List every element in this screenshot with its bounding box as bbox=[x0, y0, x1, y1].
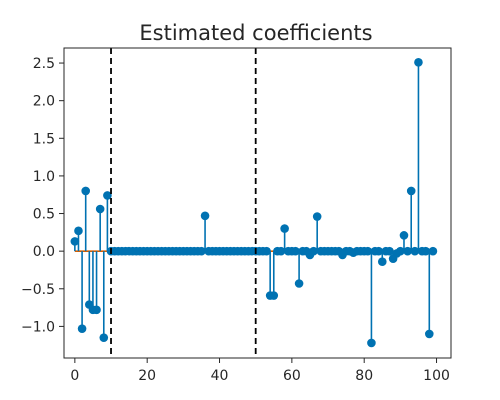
ticks-layer: 0 20 40 60 80 100 −1.0 −0.5 0.0 0.5 1.0 1.5 2.0 2.5 bbox=[21, 56, 450, 384]
stem-marker bbox=[276, 246, 286, 256]
stem-marker bbox=[92, 305, 101, 315]
y-tick-label: 0.0 bbox=[33, 244, 55, 260]
stem-marker bbox=[363, 246, 373, 256]
y-tick-label: 2.0 bbox=[33, 94, 55, 110]
stem-marker bbox=[70, 237, 80, 246]
stems-layer bbox=[74, 62, 431, 343]
stem-marker bbox=[309, 246, 318, 256]
stem-marker bbox=[406, 186, 416, 196]
stem-marker bbox=[95, 204, 105, 214]
x-tick-label: 0 bbox=[70, 368, 79, 384]
y-tick-label: 0.5 bbox=[33, 207, 55, 223]
vlines-layer bbox=[110, 48, 257, 358]
y-tick-label: 1.5 bbox=[33, 131, 55, 147]
stem-marker bbox=[291, 246, 300, 256]
x-tick-label: 60 bbox=[283, 368, 301, 384]
stem-marker bbox=[428, 246, 438, 256]
stem-marker bbox=[103, 191, 112, 200]
stem-marker bbox=[269, 291, 279, 300]
chart-title: Estimated coefficients bbox=[139, 21, 372, 45]
stem-marker bbox=[280, 224, 289, 233]
stem-marker bbox=[410, 246, 420, 256]
stem-marker bbox=[399, 231, 409, 240]
stem-marker bbox=[312, 212, 322, 221]
y-tick-label: −0.5 bbox=[21, 282, 55, 298]
x-tick-label: 100 bbox=[423, 368, 450, 384]
stem-marker bbox=[421, 246, 430, 256]
stem-marker bbox=[77, 324, 87, 333]
x-tick-label: 20 bbox=[138, 368, 156, 384]
y-tick-label: −1.0 bbox=[21, 319, 55, 335]
stem-marker bbox=[81, 186, 91, 196]
stem-marker bbox=[374, 246, 383, 256]
stem-marker bbox=[99, 333, 109, 342]
markers-layer bbox=[70, 57, 438, 348]
stem-marker bbox=[294, 279, 304, 288]
stem-marker bbox=[396, 246, 405, 256]
stem-marker bbox=[200, 211, 210, 221]
stem-marker bbox=[403, 246, 412, 256]
stem-marker bbox=[385, 246, 394, 256]
stem-marker bbox=[74, 226, 83, 236]
y-tick-label: 1.0 bbox=[33, 169, 55, 185]
y-tick-label: 2.5 bbox=[33, 56, 55, 72]
stem-marker bbox=[424, 329, 434, 339]
axes-frame bbox=[63, 47, 452, 359]
stem-marker bbox=[262, 246, 271, 256]
stem-marker bbox=[377, 257, 387, 266]
x-tick-label: 80 bbox=[355, 368, 373, 384]
stem-marker bbox=[414, 57, 423, 67]
stem-marker bbox=[197, 246, 206, 256]
x-tick-label: 40 bbox=[211, 368, 229, 384]
stem-marker bbox=[367, 338, 376, 348]
